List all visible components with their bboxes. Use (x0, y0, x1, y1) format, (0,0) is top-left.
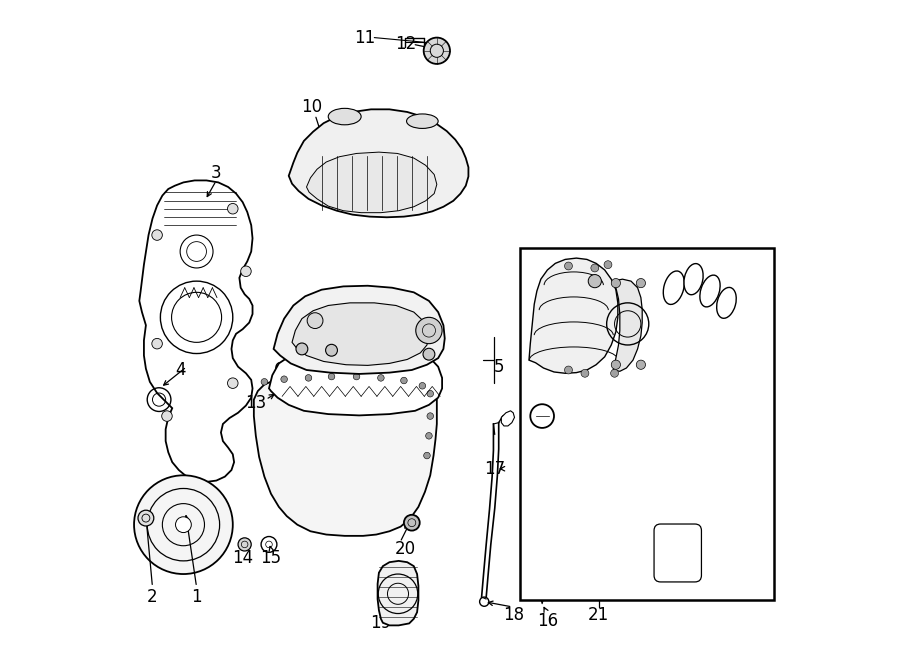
Text: 14: 14 (232, 549, 253, 566)
Text: 20: 20 (395, 540, 416, 558)
Polygon shape (613, 279, 643, 371)
Circle shape (176, 517, 192, 533)
Text: 15: 15 (260, 549, 282, 566)
Text: 4: 4 (175, 361, 185, 379)
Circle shape (564, 366, 572, 374)
Text: 5: 5 (494, 358, 505, 375)
Text: 13: 13 (245, 394, 266, 412)
Circle shape (378, 375, 384, 381)
Circle shape (281, 376, 287, 383)
Polygon shape (254, 375, 436, 536)
Polygon shape (307, 152, 436, 213)
Circle shape (424, 38, 450, 64)
Circle shape (261, 379, 267, 385)
Circle shape (610, 369, 618, 377)
Circle shape (564, 262, 572, 270)
Circle shape (326, 344, 338, 356)
Circle shape (581, 369, 589, 377)
Polygon shape (274, 286, 445, 374)
Circle shape (240, 266, 251, 276)
Ellipse shape (407, 114, 438, 128)
Text: 11: 11 (354, 28, 375, 46)
Circle shape (228, 378, 238, 389)
Bar (520, 249, 774, 600)
Polygon shape (140, 180, 253, 482)
Polygon shape (529, 258, 617, 373)
Circle shape (419, 383, 426, 389)
Ellipse shape (716, 288, 736, 319)
Text: 21: 21 (588, 606, 609, 624)
Ellipse shape (663, 271, 684, 305)
Circle shape (328, 373, 335, 380)
Circle shape (424, 452, 430, 459)
Text: 10: 10 (302, 98, 322, 116)
Circle shape (611, 360, 620, 369)
Text: 3: 3 (211, 163, 221, 182)
Text: 19: 19 (370, 615, 392, 633)
Circle shape (416, 317, 442, 344)
Text: 17: 17 (484, 460, 505, 478)
Circle shape (611, 278, 620, 288)
Circle shape (162, 410, 172, 421)
Circle shape (305, 375, 311, 381)
Text: 12: 12 (395, 35, 417, 53)
Circle shape (636, 360, 645, 369)
Text: 7: 7 (297, 341, 307, 359)
Circle shape (423, 348, 435, 360)
Text: 2: 2 (148, 588, 157, 606)
Circle shape (353, 373, 360, 380)
Circle shape (296, 343, 308, 355)
Text: 16: 16 (537, 613, 558, 631)
Circle shape (228, 204, 238, 214)
Circle shape (134, 475, 233, 574)
Polygon shape (292, 303, 429, 366)
Circle shape (307, 313, 323, 329)
Circle shape (404, 515, 419, 531)
Ellipse shape (700, 275, 720, 307)
Circle shape (238, 538, 251, 551)
FancyBboxPatch shape (654, 524, 701, 582)
Circle shape (589, 274, 601, 288)
Circle shape (636, 278, 645, 288)
Circle shape (591, 264, 599, 272)
Polygon shape (269, 346, 442, 415)
Text: 9: 9 (425, 342, 436, 360)
Polygon shape (501, 410, 515, 426)
Circle shape (152, 338, 162, 349)
Polygon shape (289, 109, 468, 217)
Polygon shape (378, 561, 419, 625)
Circle shape (400, 377, 407, 384)
Text: 8: 8 (338, 338, 348, 356)
Circle shape (152, 230, 162, 241)
Text: 22: 22 (716, 276, 737, 293)
Text: 18: 18 (503, 606, 525, 624)
Ellipse shape (684, 264, 703, 295)
Text: 6: 6 (274, 361, 284, 379)
Circle shape (604, 260, 612, 268)
Text: 1: 1 (192, 588, 202, 606)
Circle shape (427, 412, 434, 419)
Circle shape (426, 432, 432, 439)
Circle shape (138, 510, 154, 526)
Ellipse shape (328, 108, 361, 125)
Circle shape (427, 391, 434, 397)
